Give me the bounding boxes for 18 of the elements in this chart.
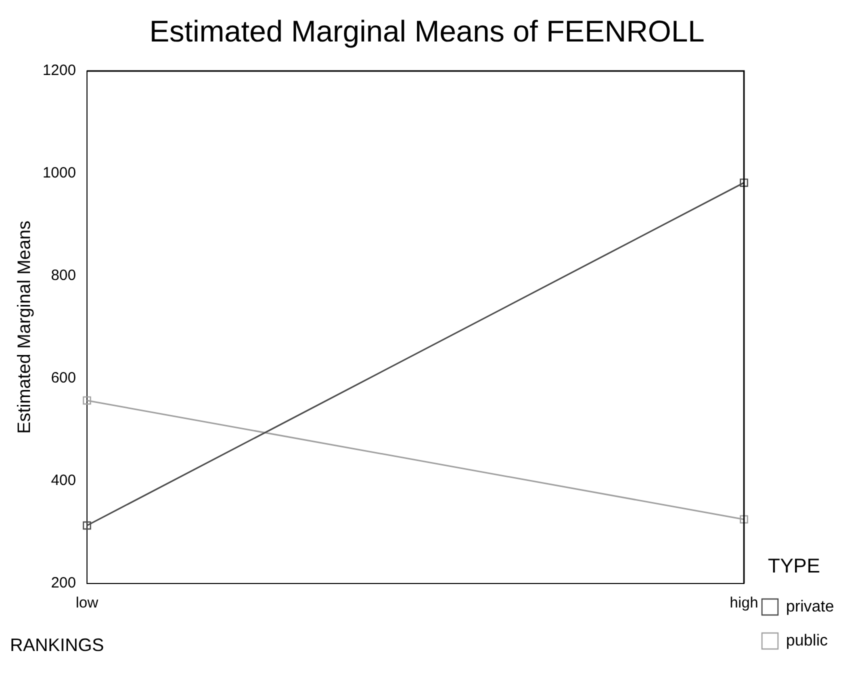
y-tick-label: 600 <box>50 370 76 387</box>
legend-label: private <box>786 598 834 616</box>
legend-title: TYPE <box>768 556 820 578</box>
point <box>82 521 92 530</box>
x-tick-label: low <box>76 594 98 612</box>
y-tick-label: 200 <box>50 574 76 592</box>
point <box>740 178 748 187</box>
y-tick-label: 800 <box>50 267 76 284</box>
point <box>82 396 92 405</box>
y-axis-title: Estimated Marginal Means <box>14 220 34 434</box>
x-tick-label: high <box>730 594 758 612</box>
y-tick-label: 1200 <box>42 62 76 80</box>
y-tick-label: 400 <box>50 472 76 490</box>
x-axis-title: RANKINGS <box>10 635 104 656</box>
chart-title: Estimated Marginal Means of FEENROLL <box>149 15 705 48</box>
y-tick-label: 1000 <box>42 164 76 182</box>
legend-label: public <box>786 632 828 650</box>
point <box>740 515 748 524</box>
